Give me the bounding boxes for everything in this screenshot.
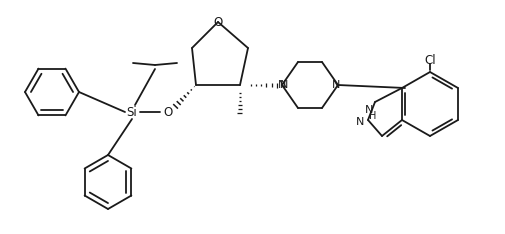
Text: N: N (355, 117, 364, 127)
Text: Cl: Cl (423, 54, 435, 66)
Text: N: N (277, 80, 286, 90)
Text: O: O (213, 15, 222, 29)
Text: Si: Si (126, 106, 137, 118)
Text: O: O (163, 106, 172, 118)
Text: N: N (331, 80, 339, 90)
Text: H: H (369, 111, 376, 121)
Text: N: N (279, 80, 288, 90)
Text: N: N (364, 105, 373, 115)
